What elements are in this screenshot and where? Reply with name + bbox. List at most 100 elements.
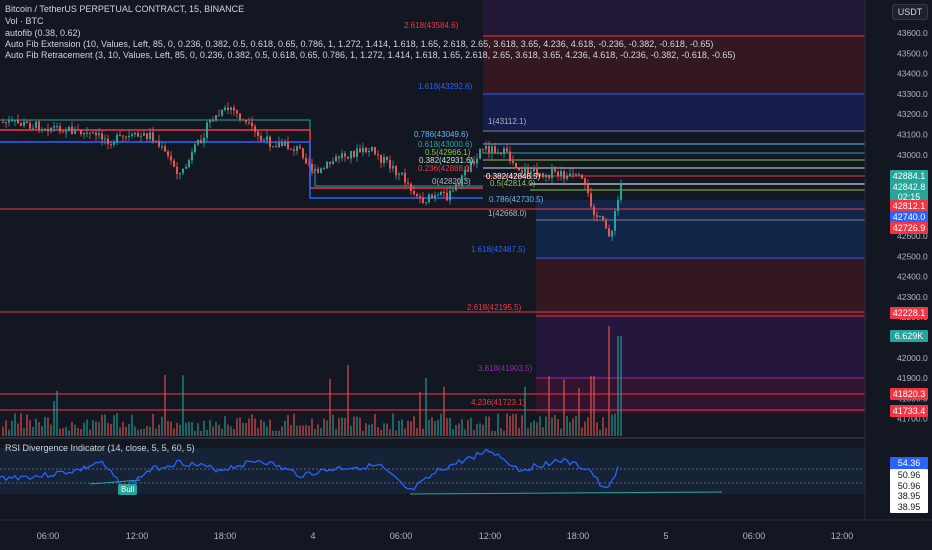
rsi-value-tag[interactable]: 38.95 (890, 490, 928, 502)
fib-retracement-legend[interactable]: Auto Fib Retracement (3, 10, Values, Lef… (5, 50, 736, 60)
candle-body (314, 168, 316, 171)
rsi-value-tag[interactable]: 38.95 (890, 501, 928, 513)
candle-body (50, 127, 52, 132)
candlesticks[interactable] (2, 102, 622, 241)
time-tick-label[interactable]: 06:00 (390, 531, 413, 541)
symbol-title[interactable]: Bitcoin / TetherUS PERPETUAL CONTRACT, 1… (5, 4, 245, 14)
volume-bar (263, 421, 265, 436)
volume-bar (290, 425, 292, 436)
price-tag[interactable]: 42228.1 (890, 307, 928, 319)
candle-body (398, 174, 400, 176)
price-tag[interactable]: 41733.4 (890, 405, 928, 417)
volume-bar (353, 416, 355, 436)
volume-bar (452, 429, 454, 436)
volume-bar (239, 417, 241, 436)
price-tick-label[interactable]: 42600.0 (897, 231, 928, 241)
price-tag[interactable]: 42812.1 (890, 200, 928, 212)
candle-body (389, 160, 391, 169)
price-tag[interactable]: 41820.3 (890, 388, 928, 400)
fib-extension-legend[interactable]: Auto Fib Extension (10, Values, Left, 85… (5, 39, 714, 49)
price-tick-label[interactable]: 43400.0 (897, 69, 928, 79)
price-tick-label[interactable]: 42000.0 (897, 353, 928, 363)
candle-body (347, 156, 349, 159)
price-tag[interactable]: 42884.1 (890, 170, 928, 182)
time-tick-label[interactable]: 12:00 (126, 531, 149, 541)
time-axis[interactable]: 06:00 12:00 18:00 4 06:00 12:00 18:00 5 06:00 12:… (37, 531, 854, 541)
autofib-legend[interactable]: autofib (0.38, 0.62) (5, 28, 81, 38)
volume-bar (161, 416, 163, 436)
price-tick-label[interactable]: 43000.0 (897, 150, 928, 160)
price-tick-label[interactable]: 42400.0 (897, 272, 928, 282)
time-tick-label[interactable]: 06:00 (743, 531, 766, 541)
fib-level-label: 1.618(42487.5) (471, 245, 526, 254)
price-tick-label[interactable]: 42300.0 (897, 292, 928, 302)
volume-bar (254, 418, 256, 436)
volume-bar (566, 416, 568, 436)
candle-body (563, 171, 565, 179)
candle-body (599, 216, 601, 218)
volume-bar (410, 421, 412, 436)
volume-bar (518, 427, 520, 436)
volume-bar (428, 419, 430, 436)
rsi-value-tag[interactable]: 50.96 (890, 469, 928, 481)
volume-bar (128, 423, 130, 436)
volume-legend[interactable]: Vol · BTC (5, 16, 44, 26)
volume-bar (77, 428, 79, 436)
candle-body (287, 141, 289, 149)
time-tick-label[interactable]: 5 (663, 531, 668, 541)
rsi-value-tag[interactable]: 50.96 (890, 480, 928, 492)
price-tick-label[interactable]: 43300.0 (897, 89, 928, 99)
volume-bar (533, 420, 535, 436)
price-tick-label[interactable]: 43100.0 (897, 130, 928, 140)
volume-bar (209, 420, 211, 436)
candle-body (377, 154, 379, 156)
time-tick-label[interactable]: 18:00 (567, 531, 590, 541)
candle-body (77, 129, 79, 131)
volume-bar (560, 428, 562, 436)
price-tick-label[interactable]: 42500.0 (897, 251, 928, 261)
candle-body (8, 120, 10, 123)
volume-bar (74, 424, 76, 436)
candle-body (143, 133, 145, 136)
volume-bar (308, 425, 310, 436)
candle-body (119, 134, 121, 136)
price-tag[interactable]: 42740.0 (890, 211, 928, 223)
volume-bar (401, 419, 403, 436)
price-tick-label[interactable]: 43600.0 (897, 28, 928, 38)
candle-body (581, 174, 583, 179)
candle-body (128, 135, 130, 138)
volume-bar (335, 428, 337, 436)
candle-body (32, 127, 34, 129)
candle-body (47, 128, 49, 132)
volume-bar (2, 426, 4, 436)
price-tick-label[interactable]: 43200.0 (897, 109, 928, 119)
candle-body (464, 169, 466, 176)
candle-body (260, 135, 262, 141)
time-tick-label[interactable]: 18:00 (214, 531, 237, 541)
rsi-value-tag[interactable]: 54.36 (890, 457, 928, 469)
time-tick-label[interactable]: 12:00 (479, 531, 502, 541)
candle-body (617, 199, 619, 212)
fib-level-label: 0.5(42814.0) (490, 179, 536, 188)
price-tick-label[interactable]: 41700.0 (897, 414, 928, 424)
candle-body (302, 148, 304, 158)
currency-unit-button[interactable]: USDT (892, 4, 928, 20)
volume-bar (56, 390, 58, 436)
price-tag[interactable]: 42842.8 (890, 181, 928, 193)
time-tick-label[interactable]: 06:00 (37, 531, 60, 541)
volume-bar (356, 416, 358, 436)
volume-bar (302, 425, 304, 436)
price-tag[interactable]: 42726.9 (890, 222, 928, 234)
fib-level-label: 1(42668.0) (488, 209, 527, 218)
price-tick-label[interactable]: 43500.0 (897, 48, 928, 58)
time-tick-label[interactable]: 4 (310, 531, 315, 541)
time-tick-label[interactable]: 12:00 (831, 531, 854, 541)
price-tag[interactable]: 6.629K (890, 330, 928, 342)
volume-bar (53, 400, 55, 436)
rsi-title[interactable]: RSI Divergence Indicator (14, close, 5, … (5, 443, 195, 453)
volume-bar (65, 426, 67, 436)
volume-bar (368, 424, 370, 436)
price-tick-label[interactable]: 41900.0 (897, 373, 928, 383)
candle-body (413, 190, 415, 195)
